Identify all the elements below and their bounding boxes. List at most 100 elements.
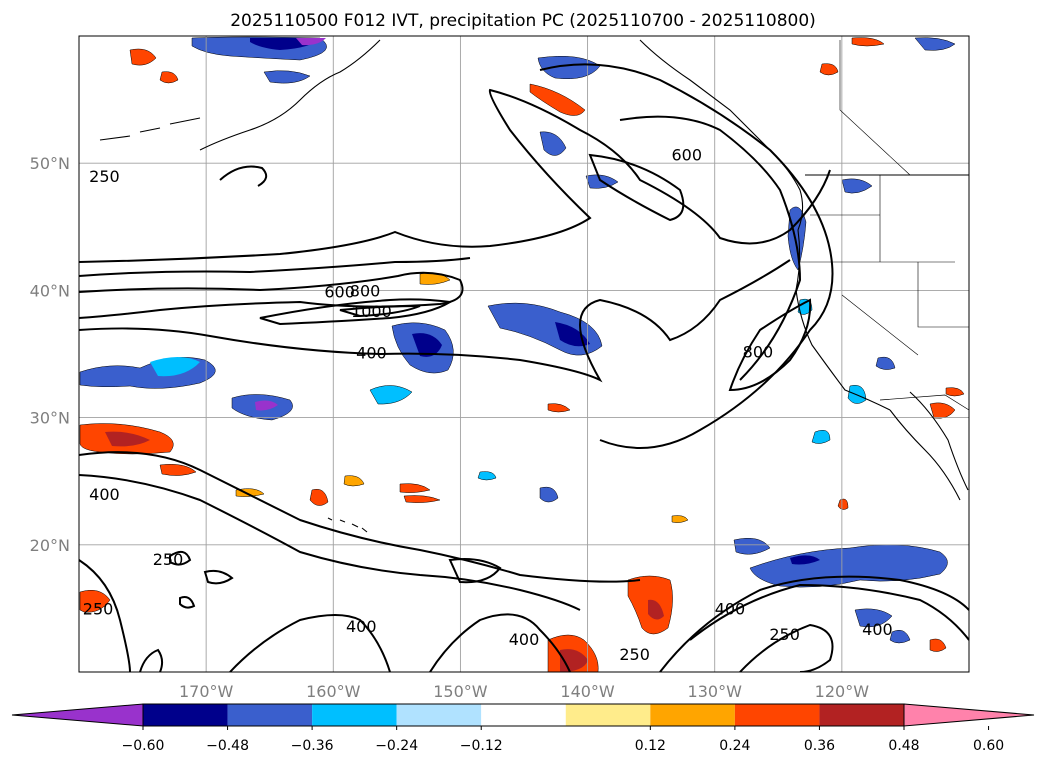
ivt-contour-250 — [448, 558, 502, 584]
colorbar-segment — [734, 704, 820, 726]
precip-negative-area — [875, 356, 896, 370]
ivt-contours — [79, 63, 969, 672]
ivt-contour-800 — [259, 298, 453, 326]
precip-positive-area — [837, 498, 849, 510]
ivt-contour-label: 400 — [862, 620, 893, 639]
ivt-contour-250 — [179, 596, 196, 609]
ivt-contour-400 — [539, 63, 834, 449]
precip-positive-area — [79, 590, 111, 613]
precip-negative-area — [811, 430, 831, 444]
colorbar-tick-label: 0.60 — [973, 738, 1004, 754]
ivt-contour-250 — [169, 550, 192, 566]
ivt-contour-label: 400 — [715, 599, 746, 618]
precip-negative-area — [841, 178, 873, 194]
ivt-contour-1000 — [339, 305, 421, 318]
precip-positive-area — [309, 489, 329, 506]
ivt-contour-label: 400 — [346, 617, 377, 636]
colorbar-tick-label: −0.48 — [206, 738, 249, 754]
ivt-contour-250 — [203, 569, 234, 585]
alaska-coast — [199, 39, 381, 151]
precipitation-shading — [79, 36, 965, 672]
precip-negative-area — [854, 608, 893, 628]
colorbar-segment — [819, 704, 904, 726]
precip-negative-area — [914, 37, 956, 51]
ivt-contour-label: 250 — [89, 167, 120, 186]
precip-positive-area — [529, 83, 586, 116]
precip-negative-area — [296, 38, 326, 46]
ivt-contour-400 — [689, 583, 969, 641]
ivt-contour-800 — [728, 298, 812, 392]
map-frame — [78, 35, 970, 673]
precip-negative-area — [749, 544, 948, 588]
mexico-border — [879, 394, 969, 411]
ivt-contour-600 — [79, 259, 791, 383]
ivt-contour-label: 400 — [89, 485, 120, 504]
hawaii-islands — [327, 517, 368, 533]
precip-positive-area — [851, 37, 885, 47]
precip-negative-area — [537, 55, 601, 79]
precip-negative-area — [889, 630, 911, 644]
graticule — [79, 36, 969, 672]
ivt-contour-label: 600 — [671, 145, 702, 164]
ivt-contour-label: 250 — [619, 645, 650, 664]
precip-positive-area — [159, 71, 179, 84]
baja-california — [889, 409, 961, 501]
lon-tick-label: 120°W — [815, 682, 870, 701]
precip-positive-area — [648, 599, 664, 620]
ivt-contour-250 — [139, 648, 164, 672]
precip-positive-area — [399, 483, 431, 493]
lat-tick-label: 40°N — [30, 281, 70, 300]
precip-negative-area — [150, 357, 200, 377]
ivt-contour-250 — [659, 575, 969, 672]
ivt-contour-label: 250 — [83, 599, 114, 618]
lat-tick-label: 50°N — [30, 154, 70, 173]
colorbar: −0.60 −0.48 −0.36 −0.24 −0.12 0.12 0.24 0.36 0.4… — [11, 703, 1035, 754]
state-borders — [800, 40, 969, 356]
precip-negative-area — [790, 555, 820, 565]
precip-positive-area — [929, 402, 956, 419]
map-panel: 2506008001000400600800400250250400400250… — [79, 36, 969, 672]
ivt-contour-250 — [219, 165, 268, 187]
precip-negative-area — [787, 206, 807, 271]
colorbar-tick-label: 0.12 — [635, 738, 666, 754]
colorbar-segment — [650, 704, 735, 726]
mexico-coast — [909, 391, 969, 491]
precip-negative-area — [412, 333, 442, 357]
colorbar-segment — [396, 704, 482, 726]
ivt-contour-label: 250 — [769, 625, 800, 644]
precip-positive-area — [105, 431, 150, 447]
precip-positive-area — [547, 403, 571, 413]
ivt-contour-250 — [79, 474, 581, 611]
lon-tick-label: 150°W — [433, 682, 488, 701]
precip-negative-area — [477, 471, 497, 481]
ivt-contour-250 — [79, 88, 831, 263]
coastlines — [99, 39, 969, 533]
lon-tick-label: 140°W — [560, 682, 615, 701]
colorbar-extend-max — [903, 703, 1035, 727]
ivt-contour-400 — [229, 614, 391, 672]
colorbar-segment — [227, 704, 313, 726]
precip-positive-area — [129, 48, 157, 66]
ivt-contour-label: 800 — [350, 281, 381, 300]
colorbar-tick-label: 0.48 — [888, 738, 919, 754]
ivt-contour-400 — [79, 559, 131, 672]
colorbar-tick-label: −0.24 — [375, 738, 418, 754]
colorbar-frame — [142, 703, 905, 727]
precip-negative-area — [263, 70, 311, 84]
lat-tick-label: 30°N — [30, 409, 70, 428]
bc-coast — [639, 39, 804, 231]
ivt-contour-400 — [429, 613, 571, 672]
precip-negative-area — [539, 131, 567, 156]
precip-positive-area — [343, 475, 365, 487]
ivt-contour-600 — [619, 115, 802, 381]
ivt-contour-label: 1000 — [351, 302, 392, 321]
lon-tick-label: 160°W — [306, 682, 361, 701]
precip-negative-area — [369, 385, 413, 405]
colorbar-segment — [312, 704, 397, 726]
precip-positive-area — [945, 387, 965, 397]
us-west-coast — [795, 229, 891, 411]
colorbar-extend-min — [11, 703, 144, 727]
precip-negative-area — [255, 400, 278, 411]
colorbar-tick-label: 0.36 — [804, 738, 835, 754]
precip-positive-area — [671, 515, 689, 523]
